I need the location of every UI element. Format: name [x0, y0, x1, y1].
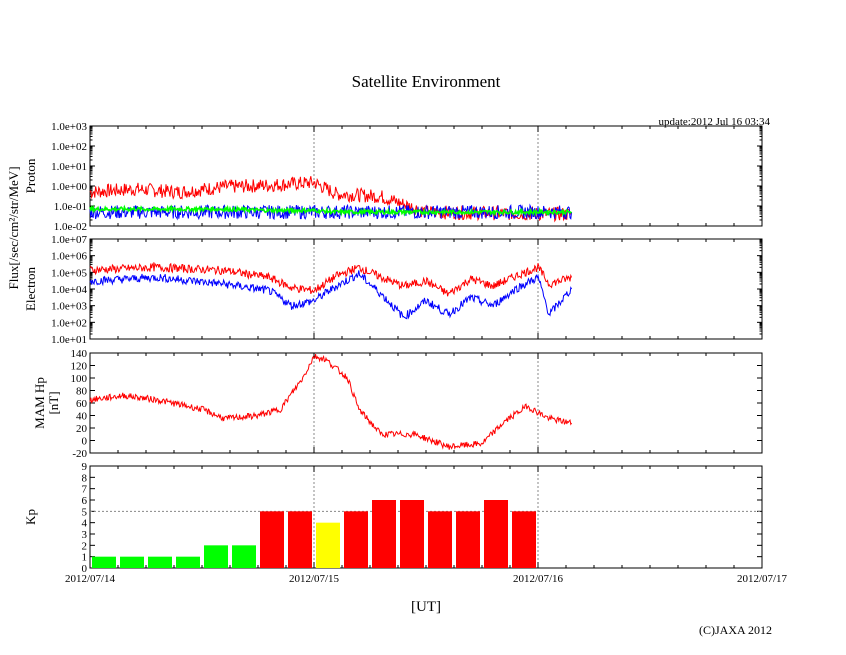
y-tick-label: 60 — [76, 398, 88, 410]
x-tick-label: 2012/07/17 — [737, 573, 788, 585]
y-tick-label: 1 — [82, 552, 88, 564]
series-line-red — [89, 353, 573, 450]
y-tick-label: 120 — [71, 361, 88, 373]
update-timestamp: update:2012 Jul 16 03:34 — [658, 116, 770, 128]
panel-ylabel: Electron — [23, 266, 38, 311]
kp-bar — [232, 545, 256, 568]
y-tick-label: 1.0e+06 — [51, 251, 87, 263]
kp-bar — [400, 500, 424, 568]
series-line-red — [89, 261, 573, 297]
y-tick-label: 1.0e+01 — [51, 334, 87, 346]
y-tick-label: 8 — [82, 472, 88, 484]
y-tick-label: 1.0e+07 — [51, 234, 87, 246]
panel-frame — [89, 238, 763, 340]
y-tick-label: 5 — [82, 506, 88, 518]
kp-bar — [428, 511, 452, 568]
y-tick-label: 1.0e+03 — [51, 121, 87, 133]
panel-ylabel: MAM Hp — [32, 377, 47, 429]
panel-frame — [89, 465, 763, 569]
kp-bar — [120, 556, 144, 568]
kp-bar — [456, 511, 480, 568]
y-tick-label: 0 — [82, 563, 88, 575]
y-tick-label: 1.0e+05 — [51, 267, 87, 279]
x-tick-label: 2012/07/15 — [289, 573, 340, 585]
y-tick-label: 7 — [82, 484, 88, 496]
kp-bar — [484, 500, 508, 568]
y-tick-label: 100 — [71, 373, 88, 385]
kp-bar — [204, 545, 228, 568]
kp-bar — [260, 511, 284, 568]
y-tick-label: 1.0e+04 — [51, 284, 87, 296]
kp-bar — [316, 522, 340, 568]
y-tick-label: 2 — [82, 540, 88, 552]
y-tick-label: 1.0e-02 — [54, 221, 87, 233]
kp-bar — [288, 511, 312, 568]
y-tick-label: -20 — [72, 448, 87, 460]
flux-axis-label: Flux[/sec/cm²/str/MeV] — [6, 166, 21, 289]
y-tick-label: 1.0e+00 — [51, 181, 87, 193]
y-tick-label: 1.0e+02 — [51, 141, 87, 153]
y-tick-label: 1.0e+03 — [51, 301, 87, 313]
kp-bar — [176, 556, 200, 568]
y-tick-label: 4 — [82, 518, 88, 530]
chart-title: Satellite Environment — [352, 72, 501, 91]
x-axis-label: [UT] — [411, 599, 441, 615]
y-tick-label: 40 — [76, 411, 88, 423]
y-tick-label: 1.0e+01 — [51, 161, 87, 173]
y-tick-label: 1.0e+02 — [51, 317, 87, 329]
y-tick-label: 20 — [76, 423, 88, 435]
series-line-blue — [89, 270, 573, 320]
series-line-green — [89, 204, 573, 217]
kp-bar — [512, 511, 536, 568]
y-tick-label: 80 — [76, 386, 88, 398]
panel-ylabel-unit: [nT] — [46, 391, 61, 414]
kp-bar — [92, 556, 116, 568]
panel-ylabel: Kp — [23, 509, 38, 525]
y-tick-label: 9 — [82, 461, 88, 473]
panel-ylabel: Proton — [23, 158, 38, 193]
y-tick-label: 6 — [82, 495, 88, 507]
y-tick-label: 3 — [82, 529, 88, 541]
kp-bar — [344, 511, 368, 568]
kp-bar — [372, 500, 396, 568]
x-tick-label: 2012/07/14 — [65, 573, 116, 585]
y-tick-label: 0 — [82, 436, 88, 448]
y-tick-label: 1.0e-01 — [54, 201, 87, 213]
y-tick-label: 140 — [71, 348, 88, 360]
kp-bar — [148, 556, 172, 568]
copyright-text: (C)JAXA 2012 — [699, 623, 772, 637]
x-tick-label: 2012/07/16 — [513, 573, 564, 585]
